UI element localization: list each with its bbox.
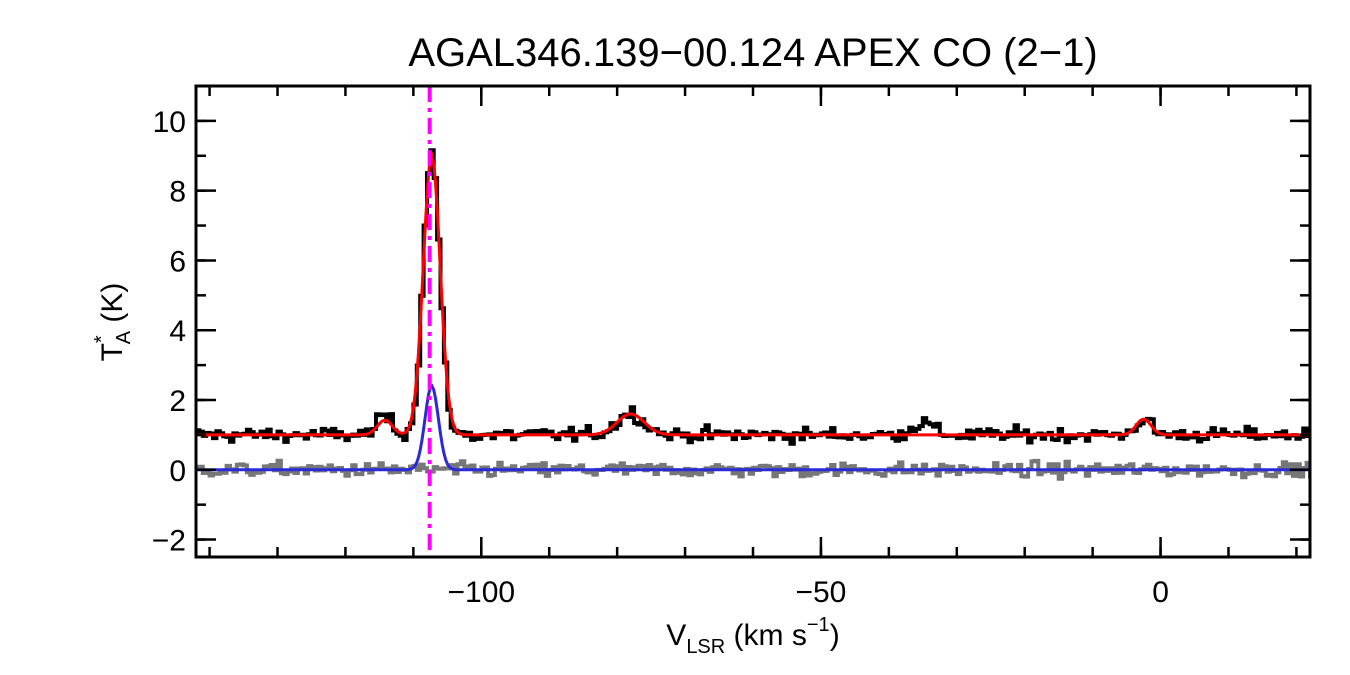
x-tick-label: 0 xyxy=(1152,576,1169,609)
x-axis-label-sub: LSR xyxy=(686,636,725,658)
x-tick-label: −50 xyxy=(795,576,846,609)
x-axis-label-close: ) xyxy=(830,619,840,652)
series-fitted-model xyxy=(196,151,1310,437)
series-observed-spectrum xyxy=(196,148,1310,446)
y-tick-label: 6 xyxy=(169,245,186,278)
series-layer xyxy=(196,148,1310,481)
y-tick-label: 0 xyxy=(169,455,186,488)
y-tick-label: 4 xyxy=(169,315,186,348)
x-tick-label: −100 xyxy=(448,576,516,609)
plot-frame xyxy=(194,84,1312,559)
y-axis-label-main: T xyxy=(96,343,129,361)
y-axis-label-sub: A xyxy=(113,330,135,344)
x-axis-label-unit: (km s xyxy=(725,619,807,652)
x-axis-label: VLSR (km s−1) xyxy=(666,614,839,658)
tick-label-layer: −100 −50 0 −2 0 2 4 6 8 10 xyxy=(152,106,1169,609)
y-tick-label: 2 xyxy=(169,385,186,418)
y-axis-label-unit: (K) xyxy=(96,283,129,331)
x-axis-label-exponent: −1 xyxy=(807,614,830,636)
tick-layer xyxy=(196,84,1310,557)
x-axis-label-main: V xyxy=(666,619,686,652)
y-tick-label: −2 xyxy=(152,525,186,558)
series-component-model xyxy=(196,383,1310,472)
y-axis-label-sup: * xyxy=(91,335,113,343)
y-tick-label: 10 xyxy=(153,106,186,139)
y-axis-label: T*A (K) xyxy=(91,283,135,362)
y-tick-label: 8 xyxy=(169,176,186,209)
chart-title: AGAL346.139−00.124 APEX CO (2−1) xyxy=(408,31,1097,75)
